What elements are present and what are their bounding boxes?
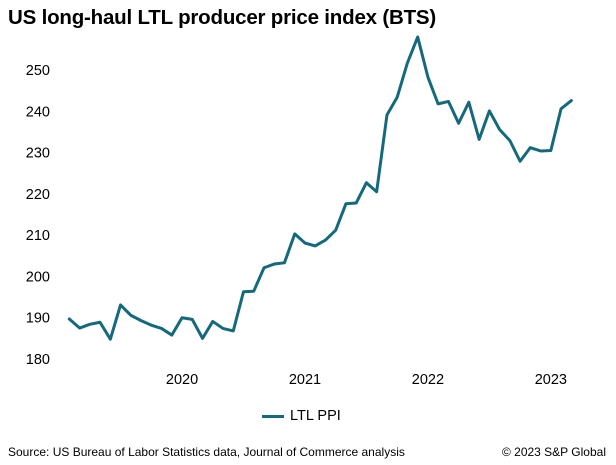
x-axis-ticks: 2020 2021 2022 2023 [166,372,567,388]
series-line-ltl-ppi [67,35,573,341]
y-tick-label: 210 [26,228,50,244]
y-tick-label: 190 [26,311,50,327]
x-tick-label: 2022 [412,372,444,388]
copyright-note: © 2023 S&P Global [501,445,606,459]
legend-label: LTL PPI [290,408,341,424]
legend-swatch [262,414,284,418]
chart-title: US long-haul LTL producer price index (B… [8,6,436,29]
y-tick-label: 220 [26,187,50,203]
y-tick-label: 180 [26,352,50,368]
source-note: Source: US Bureau of Labor Statistics da… [8,445,405,459]
legend: LTL PPI [262,408,341,424]
y-axis-ticks: 180 190 200 210 220 230 240 250 [26,63,50,368]
y-tick-label: 200 [26,269,50,285]
x-tick-label: 2020 [166,372,198,388]
y-tick-label: 250 [26,63,50,79]
x-tick-label: 2021 [289,372,321,388]
x-tick-label: 2023 [535,372,567,388]
y-tick-label: 230 [26,146,50,162]
series-group [67,35,573,341]
y-tick-label: 240 [26,104,50,120]
